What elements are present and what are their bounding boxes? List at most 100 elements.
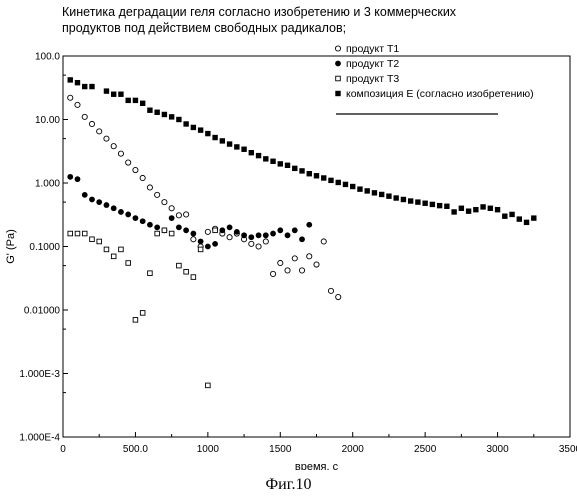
data-point (82, 192, 88, 198)
data-point (119, 247, 124, 252)
data-point (104, 136, 109, 141)
data-point (379, 192, 384, 197)
data-point (75, 176, 81, 182)
data-point (75, 231, 80, 236)
data-point (401, 197, 406, 202)
data-point (169, 114, 174, 119)
data-point (227, 224, 233, 230)
data-point (96, 199, 102, 205)
data-point (292, 227, 298, 233)
data-point (68, 231, 73, 236)
data-point (241, 232, 247, 238)
data-point (314, 173, 319, 178)
data-markers (67, 77, 536, 387)
data-point (198, 247, 203, 252)
data-point (459, 206, 464, 211)
data-point (89, 84, 94, 89)
x-axis-label: время. с (295, 461, 339, 470)
data-point (314, 262, 319, 267)
series-3 (68, 228, 217, 388)
data-point (183, 121, 188, 126)
data-point (190, 231, 196, 237)
legend: продукт T1продукт T2продукт T3композиция… (335, 43, 534, 114)
data-point (321, 239, 326, 244)
data-point (524, 220, 529, 225)
data-point (169, 215, 175, 221)
data-point (393, 195, 398, 200)
data-point (68, 77, 73, 82)
data-point (227, 235, 232, 240)
data-point (299, 268, 304, 273)
data-point (191, 275, 196, 280)
y-tick-label: 100.0 (35, 52, 60, 63)
data-point (126, 160, 131, 165)
data-point (198, 239, 204, 245)
data-point (249, 150, 254, 155)
data-point (67, 174, 73, 180)
data-point (133, 318, 138, 323)
data-point (118, 92, 123, 97)
data-point (227, 141, 232, 146)
data-point (285, 268, 290, 273)
data-point (415, 199, 420, 204)
data-point (97, 129, 102, 134)
data-point (126, 261, 131, 266)
data-point (256, 244, 261, 249)
data-point (343, 182, 348, 187)
data-point (82, 84, 87, 89)
data-point (154, 224, 160, 230)
data-point (183, 227, 189, 233)
x-tick-label: 500.0 (123, 444, 148, 455)
data-point (270, 231, 276, 237)
data-point (205, 244, 211, 250)
data-point (328, 178, 333, 183)
series-1 (68, 95, 341, 299)
data-point (140, 175, 145, 180)
y-tick-label: 0.1000 (29, 242, 60, 253)
data-point (336, 180, 341, 185)
legend-marker (336, 76, 341, 81)
data-point (198, 127, 203, 132)
data-point (292, 166, 297, 171)
data-point (169, 231, 174, 236)
data-point (133, 215, 139, 221)
data-point (357, 186, 362, 191)
data-point (176, 224, 182, 230)
data-point (148, 271, 153, 276)
data-point (408, 198, 413, 203)
data-point (372, 190, 377, 195)
legend-marker (335, 46, 340, 51)
data-point (133, 167, 138, 172)
legend-label: продукт T3 (346, 73, 399, 85)
data-point (104, 88, 109, 93)
data-point (97, 239, 102, 244)
data-point (176, 213, 181, 218)
data-point (191, 125, 196, 130)
data-point (444, 204, 449, 209)
scatter-chart: 0500.0100015002000250030003500100.010.00… (0, 0, 577, 470)
data-point (336, 294, 341, 299)
data-point (307, 171, 312, 176)
data-point (205, 229, 210, 234)
data-point (155, 192, 160, 197)
data-point (220, 138, 225, 143)
legend-marker (335, 91, 340, 96)
data-point (263, 232, 269, 238)
plot-frame (63, 56, 570, 437)
data-point (176, 117, 181, 122)
data-point (206, 383, 211, 388)
data-point (155, 231, 160, 236)
data-point (299, 168, 304, 173)
x-tick-label: 1500 (269, 444, 292, 455)
y-tick-label: 1.000E-3 (19, 369, 60, 380)
x-tick-label: 2500 (414, 444, 437, 455)
data-point (234, 229, 240, 235)
data-point (162, 112, 167, 117)
data-point (451, 209, 456, 214)
data-point (292, 256, 297, 261)
data-point (466, 208, 471, 213)
data-point (90, 237, 95, 242)
data-point (140, 101, 145, 106)
series-2 (67, 174, 312, 249)
data-point (212, 241, 218, 247)
